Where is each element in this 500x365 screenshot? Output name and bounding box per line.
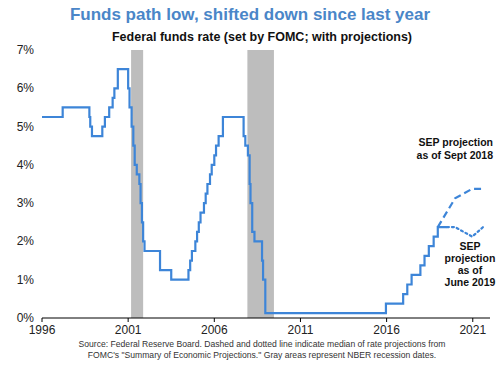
series-annotation: as of	[458, 264, 483, 276]
series-annotation: June 2019	[445, 276, 496, 288]
x-tick	[300, 318, 301, 322]
x-tick-label: 2006	[201, 323, 228, 337]
y-tick-label: 5%	[17, 120, 35, 134]
series-line-dotted	[447, 227, 483, 237]
x-tick	[386, 318, 387, 322]
y-tick-label: 0%	[17, 311, 35, 325]
x-axis-line	[42, 318, 490, 319]
x-tick-label: 2016	[373, 323, 400, 337]
x-tick-label: 1996	[29, 323, 56, 337]
series-annotation: SEP projection	[419, 136, 494, 148]
y-tick-label: 2%	[17, 234, 35, 248]
series-line-dashed	[438, 189, 483, 227]
x-tick-label: 2011	[288, 323, 314, 337]
y-tick-label: 4%	[17, 158, 35, 172]
series-annotation: as of Sept 2018	[417, 149, 494, 161]
x-tick	[214, 318, 215, 322]
source-note: FOMC's "Summary of Economic Projections.…	[88, 350, 436, 360]
subtitle: Federal funds rate (set by FOMC; with pr…	[112, 30, 412, 44]
source-note: Source: Federal Reserve Board. Dashed an…	[79, 339, 446, 349]
y-tick-label: 1%	[17, 273, 35, 287]
series-annotation: SEP	[459, 240, 480, 252]
y-tick-label: 3%	[17, 196, 35, 210]
x-tick	[128, 318, 129, 322]
chart: Funds path low, shifted down since last …	[0, 0, 500, 365]
y-tick-label: 6%	[17, 81, 35, 95]
series-line-solid	[42, 69, 447, 313]
x-tick	[42, 318, 43, 322]
x-tick-label: 2001	[115, 323, 142, 337]
series-annotation: projection	[445, 252, 496, 264]
title: Funds path low, shifted down since last …	[70, 5, 431, 24]
y-tick-label: 7%	[17, 43, 35, 57]
x-tick-label: 2021	[459, 323, 486, 337]
plot-area	[42, 50, 483, 318]
x-tick	[472, 318, 473, 322]
